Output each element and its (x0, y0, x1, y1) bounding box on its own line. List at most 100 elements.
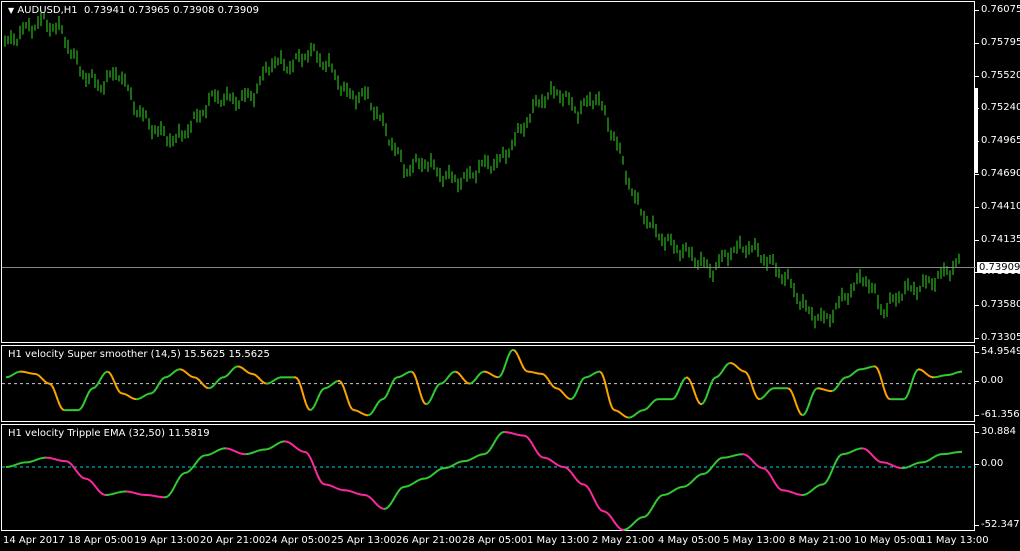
indicator-segment (431, 392, 435, 398)
indicator-segment (321, 387, 325, 391)
price-axis-label: 0.74965 (981, 135, 1020, 147)
indicator-segment (289, 442, 293, 446)
indicator-segment (795, 492, 799, 496)
indicator-segment (197, 457, 201, 462)
indicator-segment (707, 386, 711, 393)
indicator-segment (863, 367, 867, 370)
indicator-segment (511, 432, 515, 435)
triangle-down-icon[interactable]: ▼ (8, 6, 15, 15)
indicator-segment (757, 465, 761, 469)
indicator-segment (477, 453, 481, 457)
indicator-segment (571, 396, 575, 400)
indicator-segment (825, 478, 829, 483)
indicator-segment (305, 451, 309, 455)
indicator-segment (29, 460, 33, 463)
indicator-segment (223, 375, 227, 379)
indicator-segment (97, 489, 101, 493)
indicator-segment (555, 463, 559, 467)
indicator-segment (791, 491, 795, 495)
indicator-segment (385, 506, 389, 510)
time-axis-label: 5 May 13:00 (723, 535, 786, 546)
indicator-segment (313, 402, 317, 408)
indicator-segment (255, 449, 259, 453)
indicator-segment (419, 391, 423, 399)
indicator-segment (727, 362, 731, 365)
indicator-segment (101, 492, 105, 496)
indicator-segment (107, 370, 111, 375)
indicator-segment (779, 488, 783, 492)
indicator-segment (603, 510, 607, 513)
indicator-segment (397, 488, 401, 493)
indicator-segment (243, 368, 247, 372)
indicator-segment (193, 462, 197, 467)
indicator-segment (767, 389, 771, 393)
indicator-segment (895, 465, 899, 469)
indicator-segment (803, 411, 807, 416)
indicator-segment (369, 496, 373, 501)
indicator-segment (697, 473, 701, 477)
indicator-segment (209, 386, 213, 389)
indicator-segment (295, 376, 299, 381)
indicator-segment (407, 484, 411, 488)
indicator-segment (639, 516, 643, 519)
indicator-segment (275, 377, 279, 381)
indicator-segment (603, 378, 607, 387)
indicator-segment (719, 456, 723, 460)
axis-tick (975, 10, 979, 11)
indicator-segment (299, 449, 303, 453)
indicator-segment (359, 411, 363, 415)
open-value: 0.73941 (84, 5, 126, 16)
indicator-segment (235, 450, 239, 454)
indicator-segment (485, 451, 489, 455)
indicator-segment (409, 483, 413, 487)
indicator-segment (315, 397, 319, 403)
indicator-segment (765, 468, 769, 473)
indicator-segment (111, 492, 115, 496)
indicator-segment (905, 466, 909, 469)
indicator-segment (885, 461, 889, 465)
indicator-segment (15, 371, 19, 374)
indicator-segment (561, 391, 565, 395)
indicator-segment (737, 366, 741, 371)
indicator-segment (889, 463, 893, 467)
indicator-segment (305, 403, 309, 409)
indicator-segment (701, 401, 705, 405)
indicator-segment (721, 368, 725, 373)
indicator-segment (915, 461, 919, 465)
indicator-segment (813, 486, 817, 490)
triple-ema-panel[interactable]: H1 velocity Tripple EMA (32,50) 11.5819 (1, 424, 976, 531)
price-scale-scrollbar[interactable] (975, 88, 978, 173)
indicator-segment (749, 379, 753, 386)
indicator-segment (929, 375, 933, 379)
indicator-segment (657, 495, 661, 500)
indicator-segment (377, 399, 381, 404)
indicator-segment (645, 406, 649, 411)
indicator-segment (435, 384, 439, 389)
indicator-segment (351, 490, 355, 494)
indicator-segment (569, 470, 573, 475)
super-smoother-panel[interactable]: H1 velocity Super smoother (14,5) 15.562… (1, 345, 976, 422)
indicator-segment (361, 412, 365, 416)
indicator-segment (13, 371, 17, 375)
indicator-segment (103, 371, 107, 375)
indicator-segment (203, 384, 207, 389)
indicator-segment (645, 513, 649, 517)
indicator-segment (197, 378, 201, 382)
indicator-segment (417, 384, 421, 393)
indicator-segment (297, 378, 301, 385)
indicator-segment (609, 515, 613, 520)
indicator-segment (593, 498, 597, 504)
indicator-segment (687, 482, 691, 486)
indicator-segment (729, 455, 733, 458)
main-chart-panel[interactable]: ▼ AUDUSD,H1 0.73941 0.73965 0.73908 0.73… (1, 1, 976, 343)
indicator-segment (113, 492, 117, 495)
indicator-segment (225, 373, 229, 378)
indicator-segment (309, 456, 313, 462)
indicator-segment (153, 388, 157, 393)
indicator-segment (837, 382, 841, 387)
indicator-segment (677, 486, 681, 490)
indicator-segment (9, 465, 13, 468)
indicator-segment (367, 495, 371, 499)
indicator-segment (129, 396, 133, 399)
